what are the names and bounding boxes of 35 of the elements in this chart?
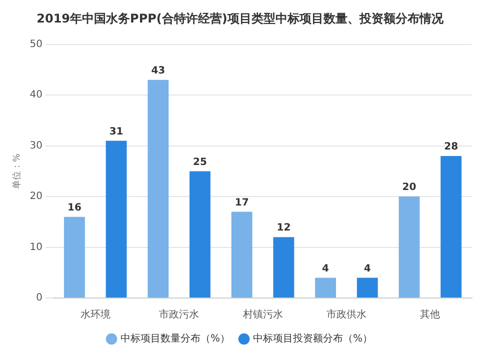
- data-label: 12: [276, 222, 291, 234]
- bar: [356, 278, 378, 298]
- y-tick-label: 20: [30, 191, 43, 202]
- x-tick-label: 市政污水: [159, 308, 200, 321]
- bar: [273, 237, 294, 298]
- chart-title: 2019年中国水务PPP(合特许经营)项目类型中标项目数量、投资额分布情况: [36, 11, 444, 26]
- data-label: 17: [234, 197, 249, 208]
- data-label: 16: [67, 202, 82, 214]
- bar: [440, 156, 462, 298]
- bar: [231, 212, 252, 298]
- data-label: 43: [151, 66, 166, 76]
- y-axis-title: 单位：%: [12, 152, 23, 189]
- x-tick-label: 其他: [420, 308, 440, 321]
- y-tick-label: 40: [30, 90, 43, 101]
- bar: [315, 278, 336, 298]
- data-label: 31: [109, 126, 124, 138]
- y-tick-label: 10: [30, 242, 43, 253]
- bar: [148, 80, 169, 298]
- y-tick-label: 0: [36, 292, 43, 304]
- data-label: 4: [364, 263, 371, 274]
- x-tick-label: 村镇污水: [242, 308, 283, 321]
- data-label: 28: [444, 142, 458, 153]
- data-label: 25: [193, 156, 207, 168]
- data-label: 20: [402, 182, 416, 194]
- legend-label: 中标项目投资额分布（%）: [253, 332, 373, 345]
- x-tick-label: 市政供水: [326, 308, 366, 321]
- y-tick-label: 50: [30, 38, 43, 50]
- bar: [398, 196, 420, 298]
- bar: [190, 171, 210, 298]
- x-tick-label: 水环境: [80, 308, 110, 321]
- legend-label: 中标项目数量分布（%）: [120, 332, 230, 345]
- y-tick-label: 30: [30, 140, 43, 152]
- bar: [64, 216, 85, 298]
- bar: [106, 140, 127, 298]
- data-label: 4: [322, 263, 330, 274]
